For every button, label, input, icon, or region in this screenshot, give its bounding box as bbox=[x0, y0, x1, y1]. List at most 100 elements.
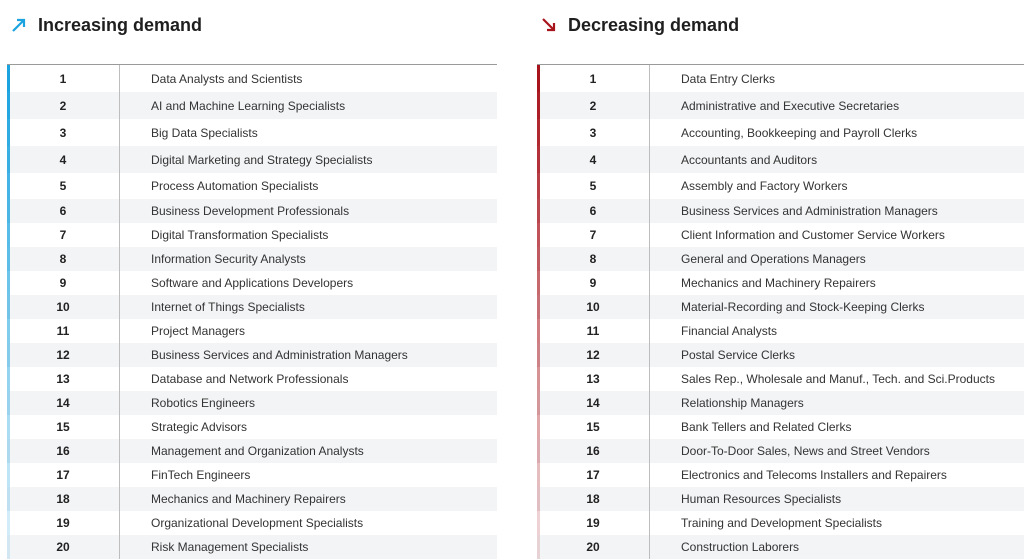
arrow-up-right-icon bbox=[12, 18, 26, 32]
rank-accent-bar bbox=[537, 439, 540, 463]
job-title-cell: Internet of Things Specialists bbox=[151, 300, 305, 314]
table-row: 17 Electronics and Telecoms Installers an… bbox=[537, 463, 1024, 487]
rank-cell: 18 bbox=[56, 492, 70, 506]
column-divider bbox=[119, 367, 120, 391]
rank-accent-bar bbox=[537, 415, 540, 439]
column-divider bbox=[119, 223, 120, 247]
rank-accent-bar bbox=[7, 487, 10, 511]
job-title-cell: Big Data Specialists bbox=[151, 125, 258, 140]
rank-cell: 6 bbox=[59, 204, 67, 218]
rank-cell: 15 bbox=[56, 420, 70, 434]
job-title-cell: Database and Network Professionals bbox=[151, 372, 349, 386]
rank-accent-bar bbox=[7, 295, 10, 319]
rank-cell: 8 bbox=[59, 252, 67, 266]
job-title-cell: Organizational Development Specialists bbox=[151, 516, 364, 530]
column-divider bbox=[649, 65, 650, 92]
rank-accent-bar bbox=[7, 223, 10, 247]
column-divider bbox=[119, 415, 120, 439]
rank-cell: 7 bbox=[59, 228, 67, 242]
rank-accent-bar bbox=[7, 146, 10, 173]
table-row: 5 Assembly and Factory Workers bbox=[537, 173, 1024, 199]
rank-cell: 7 bbox=[589, 228, 597, 242]
table-row: 4 Digital Marketing and Strategy Speciali… bbox=[7, 146, 497, 173]
rank-cell: 1 bbox=[59, 71, 67, 86]
job-title-cell: Business Development Professionals bbox=[151, 204, 350, 218]
table-row: 3 Big Data Specialists bbox=[7, 119, 497, 146]
table-row: 8 Information Security Analysts bbox=[7, 247, 497, 271]
job-title-cell: FinTech Engineers bbox=[151, 468, 251, 482]
table-row: 1 Data Entry Clerks bbox=[537, 65, 1024, 92]
decreasing-demand-title: Decreasing demand bbox=[568, 14, 740, 35]
rank-cell: 12 bbox=[586, 348, 600, 362]
rank-cell: 5 bbox=[59, 179, 67, 193]
rank-accent-bar bbox=[7, 65, 10, 92]
rank-accent-bar bbox=[7, 511, 10, 535]
table-row: 14 Robotics Engineers bbox=[7, 391, 497, 415]
table-row: 8 General and Operations Managers bbox=[537, 247, 1024, 271]
rank-cell: 16 bbox=[56, 444, 70, 458]
column-divider bbox=[649, 173, 650, 199]
rank-cell: 1 bbox=[589, 71, 597, 86]
rank-accent-bar bbox=[7, 119, 10, 146]
rank-cell: 3 bbox=[589, 125, 597, 140]
rank-cell: 10 bbox=[586, 300, 600, 314]
job-title-cell: Software and Applications Developers bbox=[151, 276, 354, 290]
job-title-cell: Business Services and Administration Man… bbox=[681, 204, 938, 218]
job-title-cell: Mechanics and Machinery Repairers bbox=[151, 492, 346, 506]
table-row: 20 Construction Laborers bbox=[537, 535, 1024, 559]
column-divider bbox=[119, 247, 120, 271]
table-row: 15 Strategic Advisors bbox=[7, 415, 497, 439]
decreasing-demand-header: Decreasing demand bbox=[537, 12, 739, 38]
rank-cell: 18 bbox=[586, 492, 600, 506]
column-divider bbox=[119, 439, 120, 463]
rank-cell: 13 bbox=[586, 372, 600, 386]
job-title-cell: Mechanics and Machinery Repairers bbox=[681, 276, 876, 290]
rank-cell: 8 bbox=[589, 252, 597, 266]
rank-accent-bar bbox=[7, 367, 10, 391]
table-row: 12 Business Services and Administration M… bbox=[7, 343, 497, 367]
rank-accent-bar bbox=[537, 199, 540, 223]
rank-cell: 11 bbox=[586, 324, 600, 338]
rank-accent-bar bbox=[537, 65, 540, 92]
job-title-cell: Digital Marketing and Strategy Specialis… bbox=[151, 152, 373, 167]
job-title-cell: Human Resources Specialists bbox=[681, 492, 842, 506]
table-row: 18 Human Resources Specialists bbox=[537, 487, 1024, 511]
rank-accent-bar bbox=[7, 319, 10, 343]
job-title-cell: Management and Organization Analysts bbox=[151, 444, 364, 458]
column-divider bbox=[649, 415, 650, 439]
job-title-cell: Postal Service Clerks bbox=[681, 348, 796, 362]
column-divider bbox=[649, 295, 650, 319]
column-divider bbox=[649, 487, 650, 511]
table-row: 7 Client Information and Customer Service… bbox=[537, 223, 1024, 247]
rank-cell: 5 bbox=[589, 179, 597, 193]
table-row: 14 Relationship Managers bbox=[537, 391, 1024, 415]
table-row: 12 Postal Service Clerks bbox=[537, 343, 1024, 367]
rank-cell: 17 bbox=[56, 468, 70, 482]
table-row: 17 FinTech Engineers bbox=[7, 463, 497, 487]
rank-accent-bar bbox=[537, 247, 540, 271]
rank-accent-bar bbox=[537, 487, 540, 511]
rank-accent-bar bbox=[537, 146, 540, 173]
rank-accent-bar bbox=[537, 119, 540, 146]
rank-accent-bar bbox=[537, 391, 540, 415]
rank-cell: 3 bbox=[59, 125, 67, 140]
increasing-demand-table: 1 Data Analysts and Scientists 2 AI and Mac… bbox=[7, 64, 497, 559]
arrow-down-right-icon bbox=[542, 18, 556, 32]
table-row: 13 Sales Rep., Wholesale and Manuf., Tech… bbox=[537, 367, 1024, 391]
rank-accent-bar bbox=[7, 343, 10, 367]
rank-accent-bar bbox=[7, 247, 10, 271]
rank-accent-bar bbox=[537, 511, 540, 535]
increasing-demand-title: Increasing demand bbox=[38, 14, 203, 35]
rank-cell: 19 bbox=[56, 516, 70, 530]
increasing-demand-header: Increasing demand bbox=[7, 12, 202, 38]
column-divider bbox=[119, 173, 120, 199]
column-divider bbox=[649, 391, 650, 415]
rank-accent-bar bbox=[7, 439, 10, 463]
table-row: 9 Software and Applications Developers bbox=[7, 271, 497, 295]
job-title-cell: General and Operations Managers bbox=[681, 252, 866, 266]
rank-accent-bar bbox=[7, 415, 10, 439]
table-row: 11 Financial Analysts bbox=[537, 319, 1024, 343]
column-divider bbox=[119, 271, 120, 295]
rank-accent-bar bbox=[537, 173, 540, 199]
job-title-cell: Data Entry Clerks bbox=[681, 71, 776, 86]
